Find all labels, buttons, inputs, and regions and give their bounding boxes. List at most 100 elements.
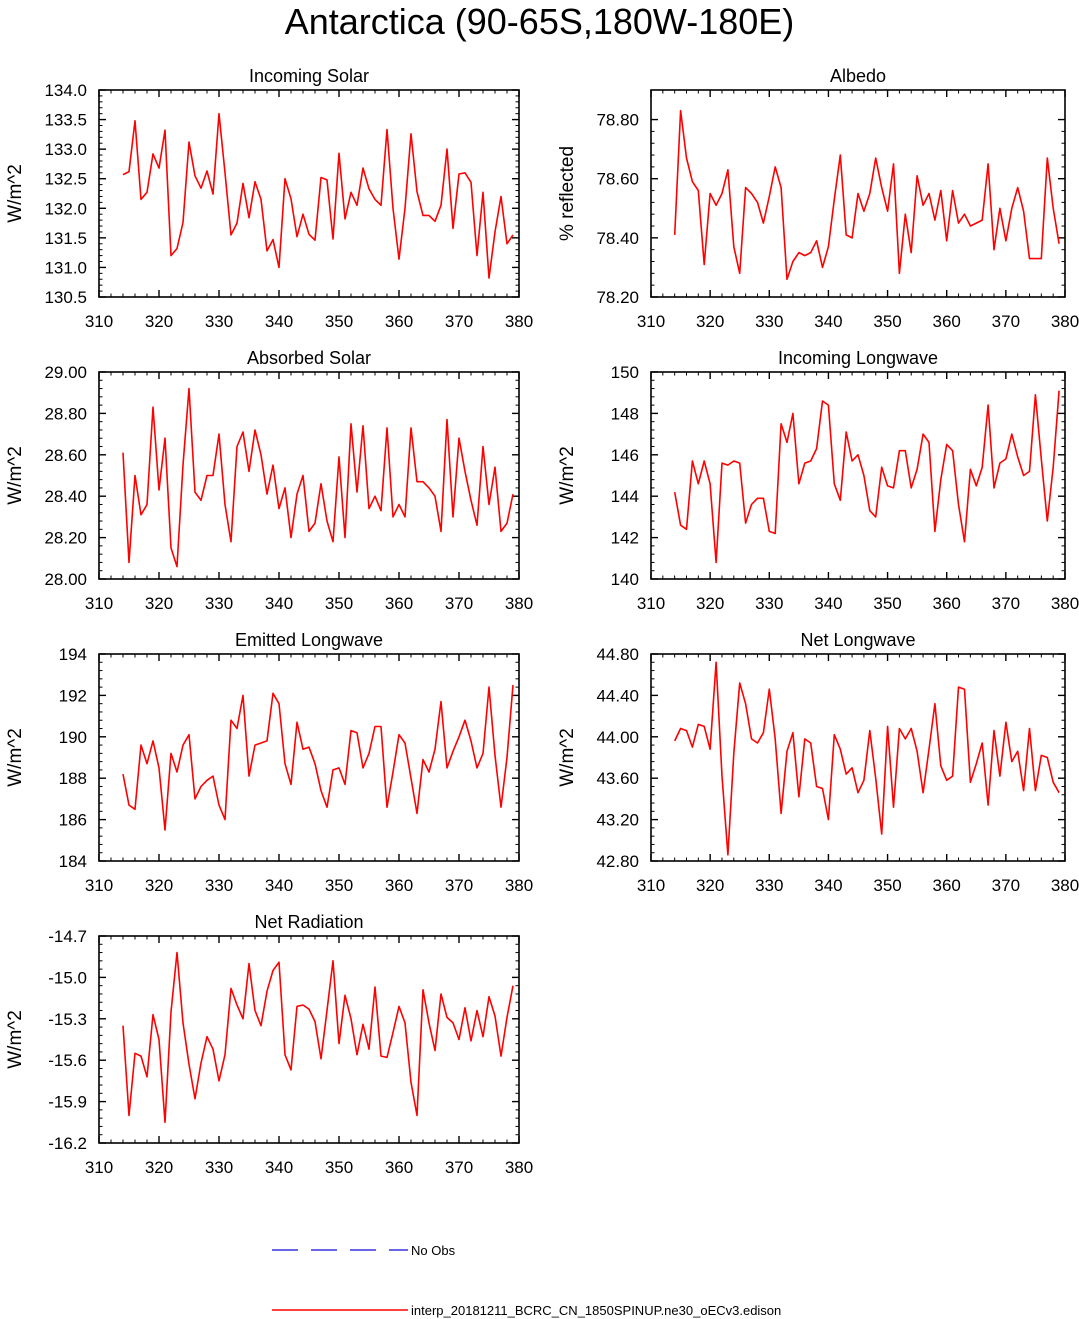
legend-item-2: interp_20181211_BCRC_CN_1850SPINUP.ne30_…: [272, 1303, 781, 1318]
x-tick-label: 310: [637, 312, 665, 331]
legend-label: No Obs: [411, 1243, 456, 1258]
x-tick-label: 370: [445, 312, 473, 331]
y-tick-label: 28.20: [44, 529, 87, 548]
y-tick-label: 44.40: [596, 686, 639, 705]
y-tick-label: 142: [611, 529, 639, 548]
plot-frame: [650, 89, 1066, 298]
x-tick-label: 320: [145, 312, 173, 331]
y-tick-label: 133.0: [44, 140, 87, 159]
x-tick-label: 310: [637, 594, 665, 613]
y-tick-label: 131.0: [44, 258, 87, 277]
x-tick-label: 370: [445, 876, 473, 895]
x-tick-label: 360: [385, 876, 413, 895]
x-tick-label: 320: [696, 312, 724, 331]
x-tick-label: 340: [814, 594, 842, 613]
y-axis-label: W/m^2: [5, 446, 26, 505]
y-tick-label: 194: [59, 645, 87, 664]
x-tick-label: 330: [755, 312, 783, 331]
y-tick-label: -14.7: [48, 927, 87, 946]
y-tick-label: 78.60: [596, 170, 639, 189]
x-tick-label: 320: [145, 594, 173, 613]
x-tick-label: 380: [505, 876, 533, 895]
series-line: [122, 684, 514, 831]
x-tick-label: 330: [205, 312, 233, 331]
y-tick-label: 188: [59, 769, 87, 788]
x-tick-label: 350: [325, 1158, 353, 1177]
x-tick-label: 350: [873, 594, 901, 613]
y-tick-label: 132.5: [44, 170, 87, 189]
y-tick-label: -15.9: [48, 1093, 87, 1112]
x-tick-label: 320: [696, 876, 724, 895]
x-tick-label: 340: [265, 594, 293, 613]
panel-7: Net Radiation W/m^2 310 320 330 340 350 360 370 3…: [5, 912, 533, 1177]
x-tick-label: 330: [755, 876, 783, 895]
x-tick-label: 360: [385, 594, 413, 613]
plot-frame: [98, 371, 520, 580]
y-tick-label: -15.0: [48, 968, 87, 987]
panel-title: Absorbed Solar: [247, 348, 371, 368]
y-axis-label: % reflected: [557, 146, 578, 241]
x-tick-label: 360: [933, 594, 961, 613]
y-tick-label: 28.40: [44, 487, 87, 506]
x-tick-label: 330: [755, 594, 783, 613]
x-tick-label: 320: [145, 1158, 173, 1177]
series-line: [673, 390, 1060, 564]
x-tick-label: 330: [205, 876, 233, 895]
x-tick-label: 380: [505, 312, 533, 331]
y-tick-label: 42.80: [596, 852, 639, 871]
y-axis-label: W/m^2: [557, 446, 578, 505]
x-tick-label: 370: [445, 594, 473, 613]
y-axis-label: W/m^2: [557, 728, 578, 787]
y-tick-label: 131.5: [44, 229, 87, 248]
panel-3: Absorbed Solar W/m^2 310 320 330 340 350 360 370…: [5, 348, 533, 613]
y-tick-label: 44.80: [596, 645, 639, 664]
y-tick-label: 78.80: [596, 111, 639, 130]
series-line: [122, 951, 514, 1124]
x-tick-label: 360: [933, 312, 961, 331]
x-tick-label: 370: [445, 1158, 473, 1177]
x-tick-label: 370: [992, 876, 1020, 895]
panel-1: Incoming Solar W/m^2 310 320 330 340 350 360 370…: [5, 66, 533, 331]
y-tick-label: 78.20: [596, 288, 639, 307]
x-tick-label: 310: [637, 876, 665, 895]
plot-frame: [650, 371, 1066, 580]
y-tick-label: 133.5: [44, 111, 87, 130]
panel-title: Emitted Longwave: [235, 630, 383, 650]
x-tick-label: 340: [814, 312, 842, 331]
y-tick-label: 43.60: [596, 769, 639, 788]
panel-6: Net Longwave W/m^2 310 320 330 340 350 360 370 38…: [557, 630, 1079, 895]
y-tick-label: 28.00: [44, 570, 87, 589]
y-axis-label: W/m^2: [5, 1010, 26, 1069]
x-tick-label: 350: [873, 312, 901, 331]
x-tick-label: 310: [85, 876, 113, 895]
x-tick-label: 310: [85, 594, 113, 613]
x-tick-label: 380: [1051, 594, 1079, 613]
x-tick-label: 350: [325, 594, 353, 613]
x-tick-label: 310: [85, 1158, 113, 1177]
panel-4: Incoming Longwave W/m^2 310 320 330 340 350 360…: [557, 348, 1079, 613]
y-tick-label: 186: [59, 811, 87, 830]
plot-frame: [98, 935, 520, 1144]
y-tick-label: 184: [59, 852, 87, 871]
x-tick-label: 380: [1051, 312, 1079, 331]
y-tick-label: 190: [59, 728, 87, 747]
panel-title: Incoming Longwave: [778, 348, 938, 368]
panel-5: Emitted Longwave W/m^2 310 320 330 340 350 360 3…: [5, 630, 533, 895]
plot-frame: [98, 653, 520, 862]
x-tick-label: 340: [265, 312, 293, 331]
x-tick-label: 380: [505, 594, 533, 613]
x-tick-label: 340: [814, 876, 842, 895]
y-tick-label: 29.00: [44, 363, 87, 382]
x-tick-label: 320: [696, 594, 724, 613]
series-line: [673, 661, 1060, 856]
panel-2: Albedo % reflected 310 320 330 340 350 360 370 38…: [557, 66, 1079, 331]
panel-title: Net Radiation: [254, 912, 363, 932]
page-title: Antarctica (90-65S,180W-180E): [284, 1, 795, 42]
y-tick-label: 140: [611, 570, 639, 589]
x-tick-label: 370: [992, 312, 1020, 331]
x-tick-label: 320: [145, 876, 173, 895]
y-tick-label: 146: [611, 446, 639, 465]
y-tick-label: 134.0: [44, 81, 87, 100]
series-line: [122, 112, 514, 279]
